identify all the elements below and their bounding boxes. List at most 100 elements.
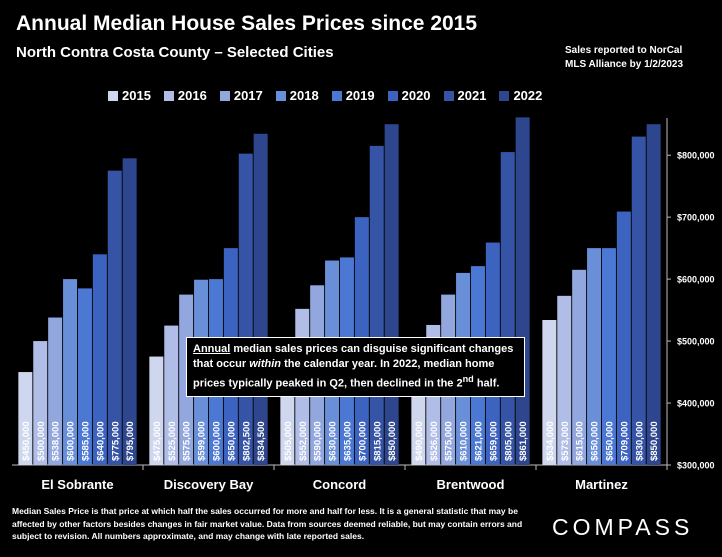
legend-item-2015: 2015	[108, 88, 151, 103]
legend-item-2017: 2017	[219, 88, 263, 103]
bar-2015	[149, 356, 164, 465]
bar-value-label: $575,000	[444, 421, 455, 461]
legend-swatch	[331, 90, 342, 101]
legend-swatch	[275, 90, 286, 101]
bar-value-label: $600,000	[211, 421, 222, 461]
legend-item-2022: 2022	[499, 88, 542, 103]
bar-value-label: $805,000	[503, 421, 514, 461]
category-label: El Sobrante	[41, 477, 113, 492]
bar-value-label: $830,000	[634, 421, 645, 461]
bar-value-label: $709,000	[619, 421, 630, 461]
bar-value-label: $795,000	[125, 421, 136, 461]
bar-value-label: $575,000	[182, 421, 193, 461]
chart-subtitle: North Contra Costa County – Selected Cit…	[16, 44, 334, 61]
legend-label: 2018	[289, 88, 319, 103]
bar-value-label: $525,000	[167, 421, 178, 461]
bar-value-label: $775,000	[110, 421, 121, 461]
bar-2021	[369, 145, 384, 466]
bar-2015	[542, 320, 557, 465]
legend-swatch	[219, 90, 230, 101]
legend-item-2019: 2019	[331, 88, 375, 103]
y-tick-label: $300,000	[677, 461, 715, 471]
bar-2021	[631, 136, 646, 465]
bar-value-label: $610,000	[459, 421, 470, 461]
bar-value-label: $850,000	[387, 421, 398, 461]
bar-chart: $300,000 $400,000 $500,000 $600,000 $700,000…	[12, 117, 715, 492]
legend-item-2020: 2020	[387, 88, 431, 103]
compass-logo: COMPASS	[552, 514, 694, 540]
bar-value-label: $834,500	[256, 421, 267, 461]
bar-value-label: $659,000	[488, 421, 499, 461]
bar-value-label: $700,000	[357, 421, 368, 461]
bar-2022	[253, 133, 268, 465]
legend-label: 2017	[233, 88, 263, 103]
legend-label: 2022	[513, 88, 543, 103]
callout-box: Annual median sales prices can disguise …	[186, 337, 525, 397]
bar-2020	[616, 211, 631, 465]
bar-value-label: $552,000	[298, 421, 309, 461]
y-tick-label: $400,000	[677, 399, 715, 409]
bar-2022	[122, 158, 137, 465]
bar-value-label: $850,000	[649, 421, 660, 461]
callout-word-annual: Annual	[193, 343, 231, 355]
legend-item-2018: 2018	[275, 88, 319, 103]
y-tick-label: $800,000	[677, 151, 715, 161]
y-tick-label: $500,000	[677, 337, 715, 347]
source-note: Sales reported to NorCal MLS Alliance by…	[565, 44, 683, 72]
bar-2020	[92, 254, 107, 465]
callout-word-within: within	[249, 358, 282, 370]
bar-2021	[500, 152, 515, 465]
bar-2021	[107, 170, 122, 465]
bar-value-label: $505,000	[283, 421, 294, 461]
bar-2017	[572, 269, 587, 465]
y-tick-label: $600,000	[677, 275, 715, 285]
bar-value-label: $573,000	[560, 421, 571, 461]
category-label: Concord	[313, 477, 367, 492]
bar-value-label: $615,000	[575, 421, 586, 461]
bar-2017	[48, 317, 63, 465]
legend-label: 2020	[401, 88, 431, 103]
bar-value-label: $635,000	[342, 421, 353, 461]
bar-2021	[238, 153, 253, 466]
bar-2016	[164, 325, 179, 465]
category-label: Brentwood	[437, 477, 505, 492]
bar-value-label: $650,000	[226, 421, 237, 461]
source-line-1: Sales reported to NorCal	[565, 45, 683, 56]
bar-value-label: $590,000	[313, 421, 324, 461]
chart-title: Annual Median House Sales Prices since 2…	[16, 12, 478, 35]
category-label: Discovery Bay	[164, 477, 254, 492]
bar-value-label: $640,000	[95, 421, 106, 461]
legend-label: 2016	[177, 88, 207, 103]
bar-value-label: $538,000	[51, 421, 62, 461]
legend-label: 2019	[345, 88, 375, 103]
bar-value-label: $861,000	[518, 421, 529, 461]
category-label: Martinez	[575, 477, 628, 492]
legend-swatch	[387, 90, 398, 101]
bar-value-label: $815,000	[372, 421, 383, 461]
bar-value-label: $650,000	[590, 421, 601, 461]
bar-2018	[587, 248, 602, 465]
legend-swatch	[108, 90, 118, 101]
bar-2016	[557, 295, 572, 465]
legend-item-2016: 2016	[163, 88, 207, 103]
legend-swatch	[499, 90, 510, 101]
bar-2019	[601, 248, 616, 465]
bar-2022	[515, 117, 530, 465]
bar-2018	[63, 279, 78, 465]
legend-label: 2015	[122, 88, 151, 103]
bar-value-label: $599,000	[197, 421, 208, 461]
callout-text-3: half.	[473, 377, 500, 390]
bar-2022	[646, 124, 661, 466]
bar-2019	[77, 288, 92, 465]
legend-item-2021: 2021	[443, 88, 487, 103]
y-tick-label: $700,000	[677, 213, 715, 223]
footnote: Median Sales Price is that price at whic…	[12, 506, 523, 541]
bar-value-label: $534,000	[545, 421, 556, 461]
bar-value-label: $475,000	[152, 421, 163, 461]
legend-swatch	[443, 90, 454, 101]
bar-value-label: $500,000	[36, 421, 47, 461]
bar-value-label: $490,000	[414, 421, 425, 461]
legend-label: 2021	[457, 88, 487, 103]
bar-2022	[384, 124, 399, 466]
legend: 2015 2016 2017 2018 2019 2020 2021 2022	[108, 88, 542, 103]
